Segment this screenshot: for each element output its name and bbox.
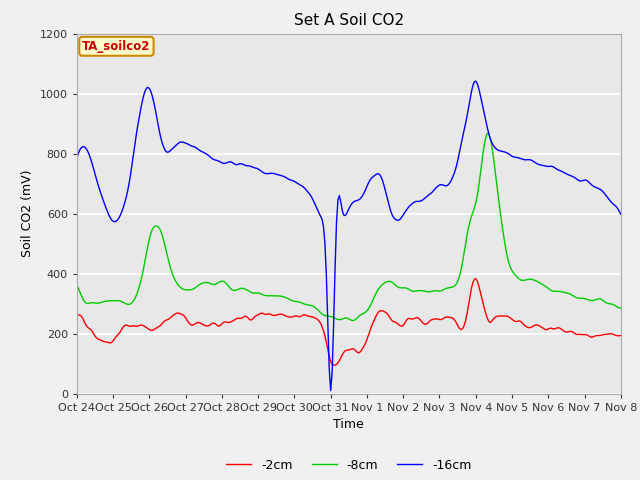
-8cm — [195, 282, 202, 288]
-2cm — [472, 276, 479, 282]
-8cm — [349, 318, 356, 324]
-16cm — [195, 147, 202, 153]
-16cm — [376, 172, 384, 178]
-16cm — [289, 178, 297, 184]
-2cm — [376, 308, 384, 314]
-8cm — [73, 282, 81, 288]
-2cm — [289, 314, 297, 320]
-8cm — [617, 305, 625, 311]
-2cm — [331, 362, 339, 368]
-8cm — [376, 284, 384, 290]
Legend: -2cm, -8cm, -16cm: -2cm, -8cm, -16cm — [221, 454, 476, 477]
Line: -2cm: -2cm — [77, 279, 621, 365]
-16cm — [577, 178, 584, 184]
X-axis label: Time: Time — [333, 418, 364, 431]
Line: -8cm: -8cm — [77, 133, 621, 321]
-16cm — [472, 78, 479, 84]
-16cm — [73, 156, 81, 161]
-8cm — [483, 131, 491, 136]
-16cm — [426, 192, 433, 197]
-2cm — [73, 312, 81, 317]
Y-axis label: Soil CO2 (mV): Soil CO2 (mV) — [21, 170, 34, 257]
-8cm — [289, 298, 297, 304]
-2cm — [195, 320, 202, 325]
Text: TA_soilco2: TA_soilco2 — [82, 40, 150, 53]
-8cm — [611, 303, 619, 309]
-8cm — [426, 289, 433, 295]
-2cm — [426, 319, 433, 324]
-16cm — [617, 211, 625, 217]
-2cm — [577, 331, 584, 337]
-16cm — [611, 203, 619, 208]
-16cm — [327, 387, 335, 393]
-2cm — [617, 333, 625, 338]
-8cm — [577, 295, 584, 301]
Line: -16cm: -16cm — [77, 81, 621, 390]
-2cm — [611, 332, 619, 338]
Title: Set A Soil CO2: Set A Soil CO2 — [294, 13, 404, 28]
